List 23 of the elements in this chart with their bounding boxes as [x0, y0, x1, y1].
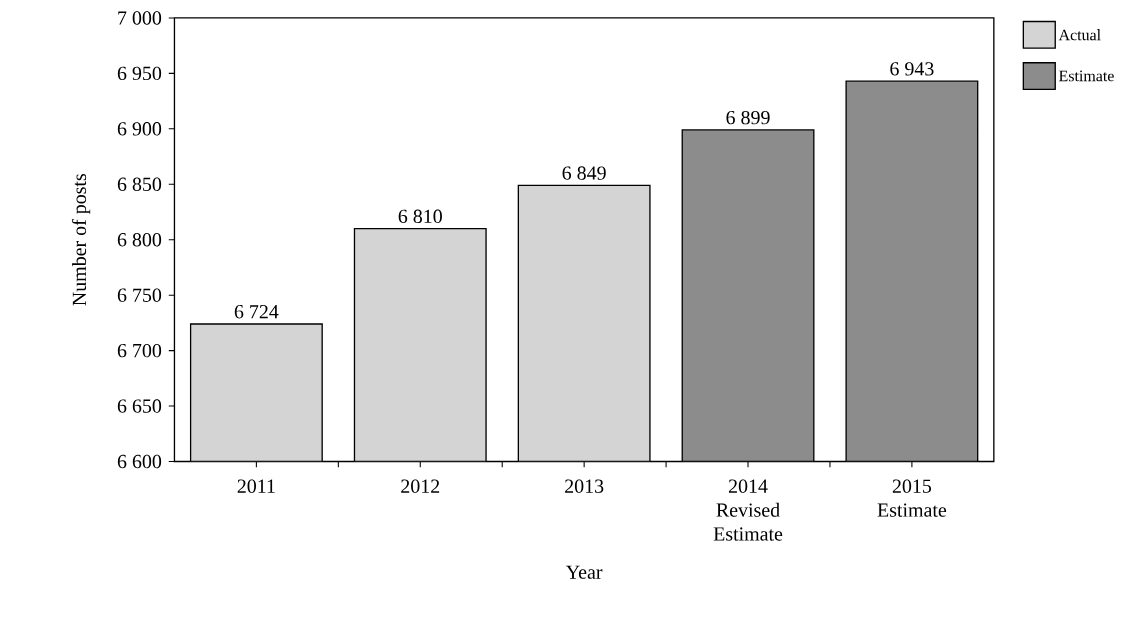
y-axis-title: Number of posts — [71, 174, 91, 306]
x-tick-label: 2015 Estimate — [877, 479, 947, 517]
data-label: 6 899 — [726, 110, 770, 125]
y-tick-label: 6 950 — [117, 66, 162, 81]
legend-label: Estimate — [1059, 70, 1114, 82]
x-tick-label: 2014 Revised Estimate — [713, 479, 783, 541]
data-label: 6 943 — [890, 62, 934, 76]
x-axis-title: Year — [566, 565, 603, 579]
y-tick-label: 6 700 — [117, 343, 162, 358]
y-tick-label: 6 750 — [117, 288, 162, 302]
x-tick-label: 2011 — [237, 479, 275, 493]
x-tick-label: 2012 — [401, 479, 440, 493]
y-tick-label: 6 650 — [117, 399, 162, 413]
x-tick-label: 2013 — [565, 479, 604, 493]
y-tick-label: 6 800 — [117, 233, 162, 247]
y-tick-label: 6 600 — [117, 454, 162, 469]
data-label: 6 810 — [398, 209, 442, 224]
y-tick-label: 6 850 — [117, 177, 162, 191]
y-tick-label: 6 900 — [117, 122, 162, 136]
legend-label: Actual — [1058, 29, 1101, 41]
data-label: 6 849 — [562, 166, 606, 180]
data-label: 6 724 — [234, 305, 279, 319]
y-tick-label: 7 000 — [118, 11, 162, 25]
